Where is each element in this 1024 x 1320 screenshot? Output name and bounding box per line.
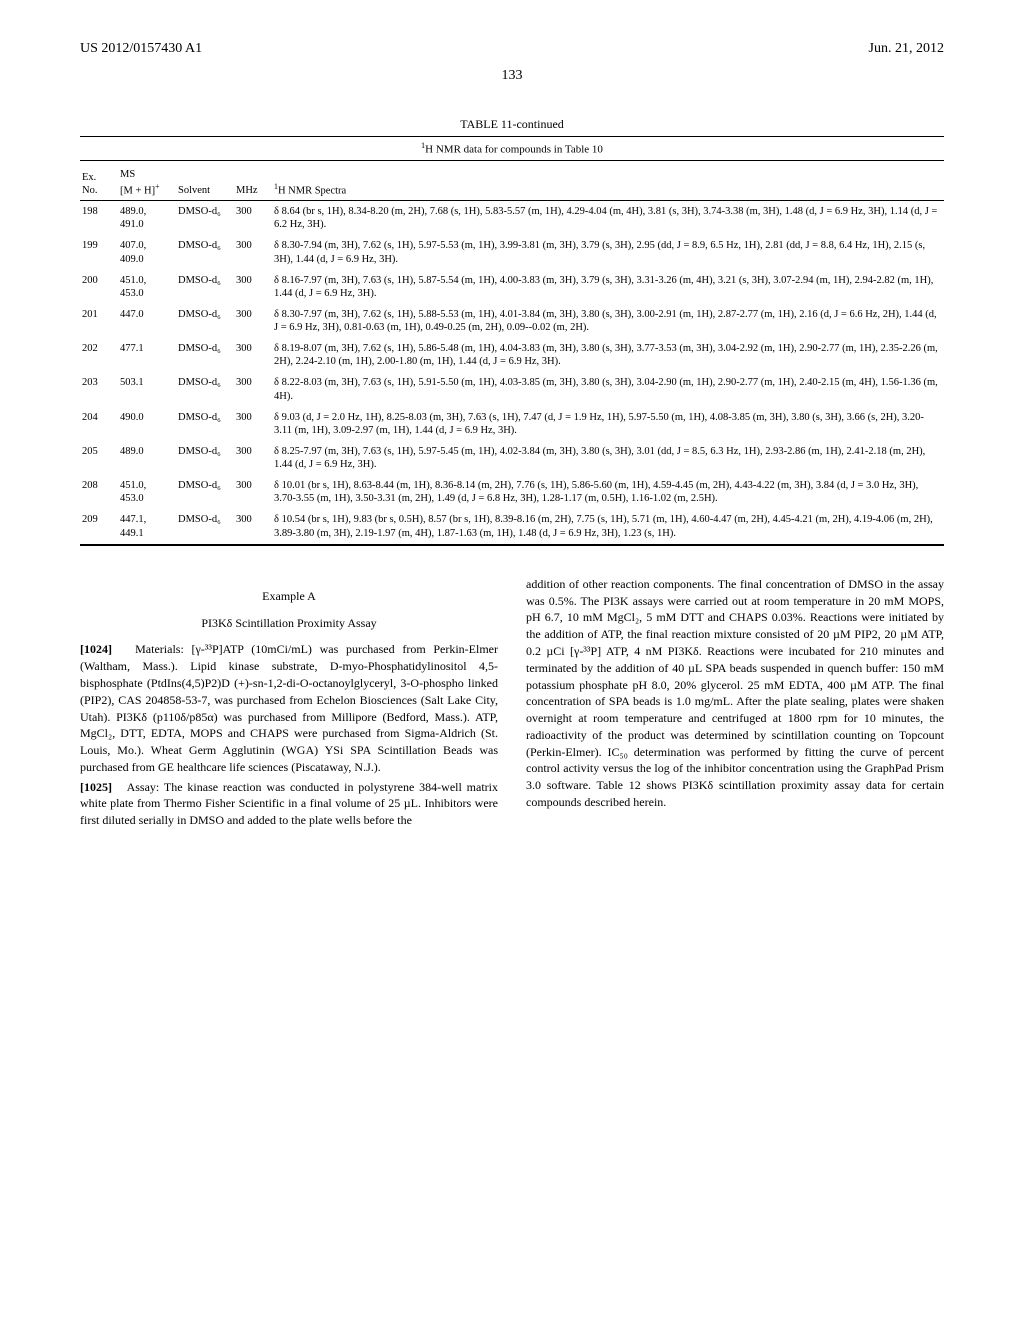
cell-solvent: DMSO-d₆ (176, 338, 234, 372)
patent-id: US 2012/0157430 A1 (80, 40, 202, 59)
left-column: Example A PI3Kδ Scintillation Proximity … (80, 576, 498, 832)
para-num: [1025] (80, 780, 112, 794)
table-row: 208451.0, 453.0DMSO-d₆300δ 10.01 (br s, … (80, 475, 944, 509)
cell-exno: 208 (80, 475, 118, 509)
right-column: addition of other reaction components. T… (526, 576, 944, 832)
cell-solvent: DMSO-d₆ (176, 270, 234, 304)
cell-mhz: 300 (234, 441, 272, 475)
cell-spectra: δ 10.54 (br s, 1H), 9.83 (br s, 0.5H), 8… (272, 509, 944, 544)
cell-mhz: 300 (234, 270, 272, 304)
example-heading: Example A (80, 588, 498, 605)
cell-mhz: 300 (234, 338, 272, 372)
cell-solvent: DMSO-d₆ (176, 407, 234, 441)
para-right: addition of other reaction components. T… (526, 576, 944, 811)
table-row: 202477.1DMSO-d₆300δ 8.19-8.07 (m, 3H), 7… (80, 338, 944, 372)
table-row: 203503.1DMSO-d₆300δ 8.22-8.03 (m, 3H), 7… (80, 372, 944, 406)
table-row: 199407.0, 409.0DMSO-d₆300δ 8.30-7.94 (m,… (80, 235, 944, 269)
cell-mhz: 300 (234, 407, 272, 441)
col-spectra: 1H NMR Spectra (272, 165, 944, 200)
table-subtitle: 1H NMR data for compounds in Table 10 (80, 136, 944, 162)
cell-exno: 200 (80, 270, 118, 304)
cell-spectra: δ 9.03 (d, J = 2.0 Hz, 1H), 8.25-8.03 (m… (272, 407, 944, 441)
para-1024: [1024] Materials: [γ-³³P]ATP (10mCi/mL) … (80, 641, 498, 775)
cell-spectra: δ 8.22-8.03 (m, 3H), 7.63 (s, 1H), 5.91-… (272, 372, 944, 406)
cell-solvent: DMSO-d₆ (176, 372, 234, 406)
cell-ms: 503.1 (118, 372, 176, 406)
cell-ms: 489.0, 491.0 (118, 201, 176, 236)
page-number: 133 (80, 67, 944, 86)
page-header: US 2012/0157430 A1 Jun. 21, 2012 (80, 40, 944, 59)
col-exno: Ex. No. (80, 165, 118, 200)
para-text: Assay: The kinase reaction was conducted… (80, 780, 498, 828)
cell-spectra: δ 8.30-7.97 (m, 3H), 7.62 (s, 1H), 5.88-… (272, 304, 944, 338)
cell-spectra: δ 8.25-7.97 (m, 3H), 7.63 (s, 1H), 5.97-… (272, 441, 944, 475)
table-row: 198489.0, 491.0DMSO-d₆300δ 8.64 (br s, 1… (80, 201, 944, 236)
cell-exno: 204 (80, 407, 118, 441)
nmr-table: Ex. No. MS [M + H]+ Solvent MHz 1H NMR S… (80, 165, 944, 545)
cell-spectra: δ 8.30-7.94 (m, 3H), 7.62 (s, 1H), 5.97-… (272, 235, 944, 269)
cell-ms: 447.0 (118, 304, 176, 338)
cell-spectra: δ 8.64 (br s, 1H), 8.34-8.20 (m, 2H), 7.… (272, 201, 944, 236)
para-text: Materials: [γ-³³P]ATP (10mCi/mL) was pur… (80, 642, 498, 774)
para-1025: [1025] Assay: The kinase reaction was co… (80, 779, 498, 829)
table-row: 204490.0DMSO-d₆300δ 9.03 (d, J = 2.0 Hz,… (80, 407, 944, 441)
cell-ms: 407.0, 409.0 (118, 235, 176, 269)
cell-solvent: DMSO-d₆ (176, 509, 234, 544)
assay-heading: PI3Kδ Scintillation Proximity Assay (80, 615, 498, 632)
cell-ms: 451.0, 453.0 (118, 270, 176, 304)
body-columns: Example A PI3Kδ Scintillation Proximity … (80, 576, 944, 832)
table-row: 200451.0, 453.0DMSO-d₆300δ 8.16-7.97 (m,… (80, 270, 944, 304)
cell-solvent: DMSO-d₆ (176, 475, 234, 509)
cell-exno: 198 (80, 201, 118, 236)
cell-exno: 201 (80, 304, 118, 338)
cell-spectra: δ 8.19-8.07 (m, 3H), 7.62 (s, 1H), 5.86-… (272, 338, 944, 372)
cell-mhz: 300 (234, 304, 272, 338)
cell-exno: 199 (80, 235, 118, 269)
cell-ms: 447.1, 449.1 (118, 509, 176, 544)
cell-mhz: 300 (234, 475, 272, 509)
cell-exno: 202 (80, 338, 118, 372)
para-num: [1024] (80, 642, 112, 656)
cell-ms: 477.1 (118, 338, 176, 372)
cell-mhz: 300 (234, 372, 272, 406)
cell-ms: 490.0 (118, 407, 176, 441)
cell-spectra: δ 8.16-7.97 (m, 3H), 7.63 (s, 1H), 5.87-… (272, 270, 944, 304)
cell-mhz: 300 (234, 235, 272, 269)
cell-exno: 203 (80, 372, 118, 406)
cell-solvent: DMSO-d₆ (176, 304, 234, 338)
cell-solvent: DMSO-d₆ (176, 441, 234, 475)
cell-mhz: 300 (234, 201, 272, 236)
col-mhz: MHz (234, 165, 272, 200)
cell-solvent: DMSO-d₆ (176, 235, 234, 269)
table-row: 201447.0DMSO-d₆300δ 8.30-7.97 (m, 3H), 7… (80, 304, 944, 338)
cell-exno: 209 (80, 509, 118, 544)
col-ms: MS [M + H]+ (118, 165, 176, 200)
cell-ms: 489.0 (118, 441, 176, 475)
cell-ms: 451.0, 453.0 (118, 475, 176, 509)
cell-exno: 205 (80, 441, 118, 475)
cell-spectra: δ 10.01 (br s, 1H), 8.63-8.44 (m, 1H), 8… (272, 475, 944, 509)
table-title: TABLE 11-continued (80, 116, 944, 132)
pub-date: Jun. 21, 2012 (869, 40, 944, 59)
cell-mhz: 300 (234, 509, 272, 544)
table-row: 209447.1, 449.1DMSO-d₆300δ 10.54 (br s, … (80, 509, 944, 544)
cell-solvent: DMSO-d₆ (176, 201, 234, 236)
table-header-row: Ex. No. MS [M + H]+ Solvent MHz 1H NMR S… (80, 165, 944, 200)
table-row: 205489.0DMSO-d₆300δ 8.25-7.97 (m, 3H), 7… (80, 441, 944, 475)
col-solvent: Solvent (176, 165, 234, 200)
